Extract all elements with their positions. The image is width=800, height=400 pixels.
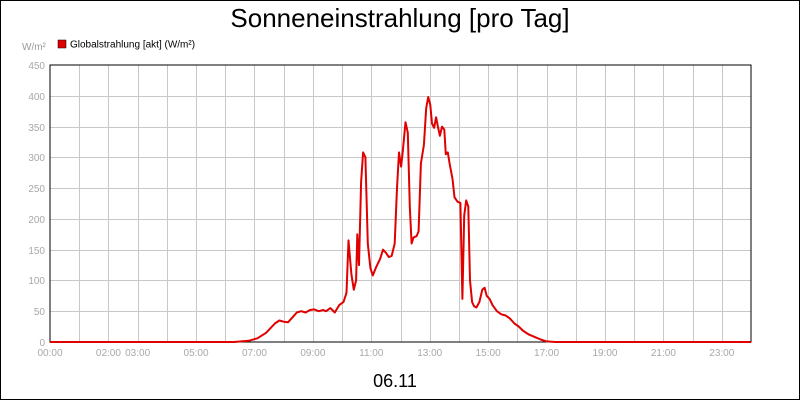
y-axis-unit: W/m²: [22, 42, 47, 53]
grid: [50, 65, 751, 342]
x-axis: 00:00 02:00 03:00 05:00 07:00 09:00 11:00 13:00…: [37, 348, 734, 359]
series-line-globalstrahlung: [50, 96, 751, 343]
y-tick-label: 350: [28, 123, 45, 134]
x-tick-label: 21:00: [651, 348, 676, 359]
x-tick-label: 02:00: [96, 348, 121, 359]
y-tick-label: 250: [28, 184, 45, 195]
y-tick-label: 150: [28, 246, 45, 257]
y-tick-label: 400: [28, 92, 45, 103]
legend-swatch: [57, 39, 67, 49]
chart-title: Sonneneinstrahlung [pro Tag]: [230, 3, 569, 33]
legend-label: Globalstrahlung [akt] (W/m²): [70, 40, 195, 51]
plot-area: [49, 64, 752, 343]
series-layer: [50, 96, 751, 343]
y-tick-label: 450: [28, 61, 45, 72]
y-tick-label: 200: [28, 215, 45, 226]
y-tick-label: 100: [28, 276, 45, 287]
y-tick-label: 300: [28, 153, 45, 164]
x-tick-label: 19:00: [592, 348, 617, 359]
x-tick-label: 17:00: [534, 348, 559, 359]
x-tick-label: 13:00: [417, 348, 442, 359]
x-tick-label: 11:00: [359, 348, 384, 359]
y-axis: 0 50 100 150 200 250 300 350 400 450: [28, 61, 45, 349]
x-tick-label: 23:00: [709, 348, 734, 359]
x-axis-date-label: 06.11: [373, 371, 417, 391]
x-tick-label: 03:00: [125, 348, 150, 359]
x-tick-label: 05:00: [184, 348, 209, 359]
y-tick-label: 0: [39, 338, 45, 349]
y-tick-label: 50: [34, 307, 46, 318]
x-tick-label: 15:00: [476, 348, 501, 359]
x-tick-label: 00:00: [37, 348, 62, 359]
x-tick-label: 07:00: [242, 348, 267, 359]
x-tick-label: 09:00: [300, 348, 325, 359]
